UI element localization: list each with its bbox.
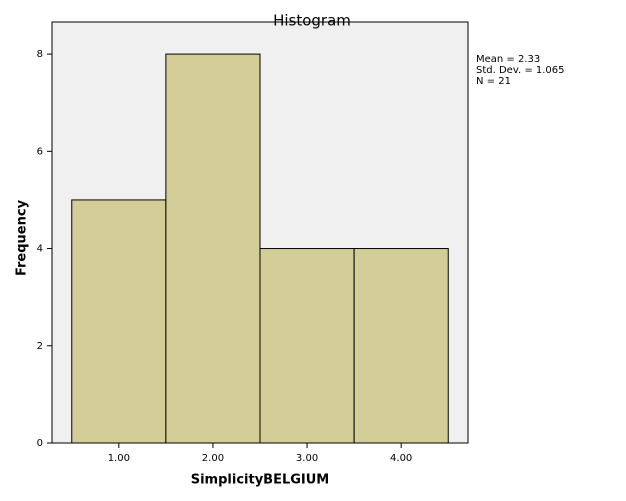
chart-title: Histogram (273, 12, 351, 30)
x-tick-label: 2.00 (202, 453, 224, 464)
x-tick-label: 4.00 (390, 453, 412, 464)
bar (71, 199, 167, 444)
x-tick-label: 3.00 (296, 453, 318, 464)
y-tick-label: 0 (37, 438, 43, 449)
y-tick-label: 6 (37, 146, 43, 157)
stat-annotation: Std. Dev. = 1.065 (476, 65, 565, 76)
x-axis-title: SimplicityBELGIUM (191, 473, 330, 488)
x-tick-label: 1.00 (108, 453, 130, 464)
y-axis-title: Frequency (15, 199, 30, 276)
bar (353, 248, 449, 444)
bar (165, 53, 261, 444)
y-tick-label: 4 (37, 244, 43, 255)
bar (259, 248, 355, 444)
y-tick-label: 2 (37, 341, 43, 352)
y-tick-label: 8 (37, 49, 43, 60)
stat-annotation: N = 21 (476, 76, 511, 87)
stat-annotation: Mean = 2.33 (476, 54, 540, 65)
